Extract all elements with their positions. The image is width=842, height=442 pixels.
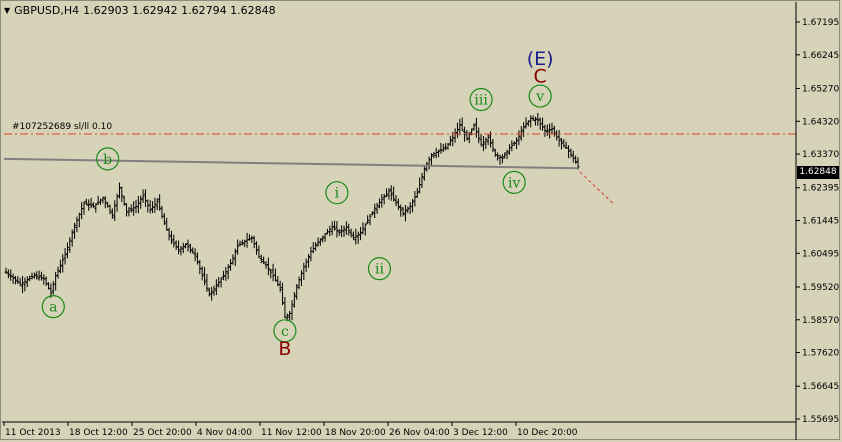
price-tick-label: 1.63370 bbox=[802, 150, 839, 160]
wave-text: iii bbox=[474, 93, 488, 109]
chart-objects[interactable] bbox=[3, 133, 796, 204]
time-tick-label: 18 Nov 20:00 bbox=[325, 428, 386, 438]
wave-circle bbox=[502, 170, 526, 194]
price-tick-label: 1.64320 bbox=[802, 117, 839, 127]
price-tick-label: 1.55695 bbox=[802, 415, 839, 425]
wave-text: v bbox=[535, 89, 544, 105]
symbol-label: GBPUSD,H4 bbox=[14, 4, 80, 17]
wave-label-b: B bbox=[278, 338, 291, 360]
time-tick-label: 10 Dec 20:00 bbox=[517, 428, 578, 438]
wave-label-e: (E) bbox=[527, 48, 554, 70]
wave-label-a: a bbox=[41, 295, 65, 319]
time-tick-label: 11 Oct 2013 bbox=[5, 428, 61, 438]
wave-text: b bbox=[103, 152, 112, 168]
wave-label-v: v bbox=[528, 84, 552, 108]
trendline bbox=[3, 157, 579, 170]
price-tick-label: 1.67195 bbox=[802, 18, 839, 28]
time-tick-label: 11 Nov 12:00 bbox=[261, 428, 322, 438]
wave-text: iv bbox=[508, 175, 520, 191]
price-tick-label: 1.56645 bbox=[802, 382, 839, 392]
chart-header: ▼ GBPUSD,H4 1.62903 1.62942 1.62794 1.62… bbox=[4, 4, 276, 17]
wave-label-iii: iii bbox=[469, 87, 493, 112]
order-line-label: #107252689 sl/ll 0.10 bbox=[12, 122, 113, 132]
price-tick-label: 1.57620 bbox=[802, 349, 839, 359]
time-tick-label: 26 Nov 04:00 bbox=[389, 428, 450, 438]
price-tick-label: 1.60495 bbox=[802, 249, 839, 259]
projection-line bbox=[579, 171, 614, 204]
wave-circle bbox=[96, 147, 120, 171]
wave-text: i bbox=[335, 186, 340, 202]
current-price-tag: 1.62848 bbox=[797, 166, 839, 179]
ohlc-values: 1.62903 1.62942 1.62794 1.62848 bbox=[83, 4, 276, 17]
time-tick-label: 4 Nov 04:00 bbox=[197, 428, 252, 438]
candles bbox=[4, 112, 580, 322]
price-tick-label: 1.59520 bbox=[802, 283, 839, 293]
time-tick-label: 25 Oct 20:00 bbox=[133, 428, 192, 438]
wave-text: ii bbox=[375, 262, 384, 278]
wave-circle bbox=[367, 257, 392, 281]
triangle-down-icon[interactable]: ▼ bbox=[4, 6, 11, 15]
time-tick-label: 3 Dec 12:00 bbox=[453, 428, 508, 438]
wave-text: a bbox=[49, 300, 57, 316]
wave-circle bbox=[469, 87, 493, 112]
wave-circle bbox=[325, 181, 349, 205]
price-tick-label: 1.58570 bbox=[802, 316, 839, 326]
wave-label-iv: iv bbox=[502, 170, 526, 194]
time-tick-label: 18 Oct 12:00 bbox=[69, 428, 128, 438]
price-tick-label: 1.61445 bbox=[802, 217, 839, 227]
price-tick-label: 1.65270 bbox=[802, 84, 839, 94]
wave-label-b: b bbox=[96, 147, 120, 171]
wave-label-i: i bbox=[325, 181, 349, 205]
wave-label-ii: ii bbox=[367, 257, 392, 281]
wave-label-c: c bbox=[273, 319, 297, 343]
price-tick-label: 1.66245 bbox=[802, 51, 839, 61]
wave-circle bbox=[273, 319, 297, 343]
wave-text: c bbox=[281, 324, 289, 340]
wave-label-c: C bbox=[534, 65, 547, 87]
wave-circle bbox=[528, 84, 552, 108]
wave-circle bbox=[41, 295, 65, 319]
price-tick-label: 1.62395 bbox=[802, 184, 839, 194]
